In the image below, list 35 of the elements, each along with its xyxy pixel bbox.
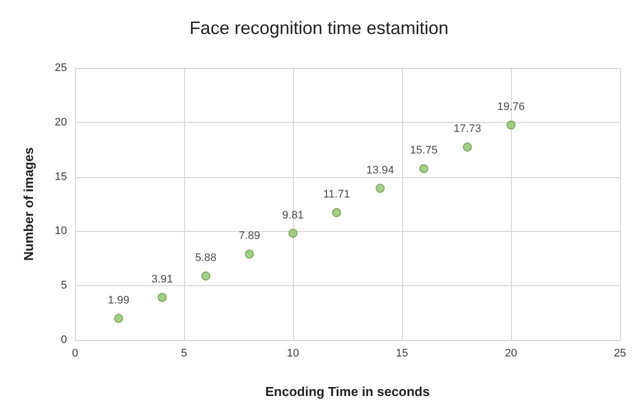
y-tick-label: 10 xyxy=(54,225,67,238)
point xyxy=(419,164,428,174)
y-tick-label: 20 xyxy=(54,116,67,128)
x-tick-label: 0 xyxy=(72,348,78,360)
point xyxy=(376,184,385,193)
point xyxy=(332,208,342,218)
data-label: 7.89 xyxy=(238,230,260,242)
point xyxy=(506,120,516,130)
data-label: 3.91 xyxy=(151,273,173,286)
chart-title: Face recognition time estamition xyxy=(189,18,449,38)
data-label: 9.81 xyxy=(282,209,304,222)
point xyxy=(201,272,210,281)
data-label: 11.71 xyxy=(323,188,350,201)
data-label: 1.99 xyxy=(108,294,130,306)
point xyxy=(114,314,124,323)
point xyxy=(158,292,167,302)
x-tick-label: 5 xyxy=(180,348,188,360)
y-tick-label: 15 xyxy=(54,170,67,183)
x-tick-label: 10 xyxy=(286,348,300,360)
x-tick-label: 25 xyxy=(614,348,626,360)
y-tick-label: 5 xyxy=(60,280,67,292)
point xyxy=(288,228,298,238)
y-tick-label: 25 xyxy=(54,62,67,74)
y-tick-label: 0 xyxy=(60,334,67,346)
data-label: 19.76 xyxy=(497,101,525,114)
x-tick-label: 20 xyxy=(504,348,518,360)
x-tick-label: 15 xyxy=(396,348,408,360)
data-label: 13.94 xyxy=(366,164,394,176)
point xyxy=(244,250,254,259)
data-label: 5.88 xyxy=(195,252,217,264)
x-axis-title: Encoding Time in seconds xyxy=(265,384,430,399)
point xyxy=(462,142,472,152)
data-label: 17.73 xyxy=(454,123,482,136)
data-label: 15.75 xyxy=(410,144,438,157)
y-axis-title: Number of images xyxy=(21,147,36,261)
